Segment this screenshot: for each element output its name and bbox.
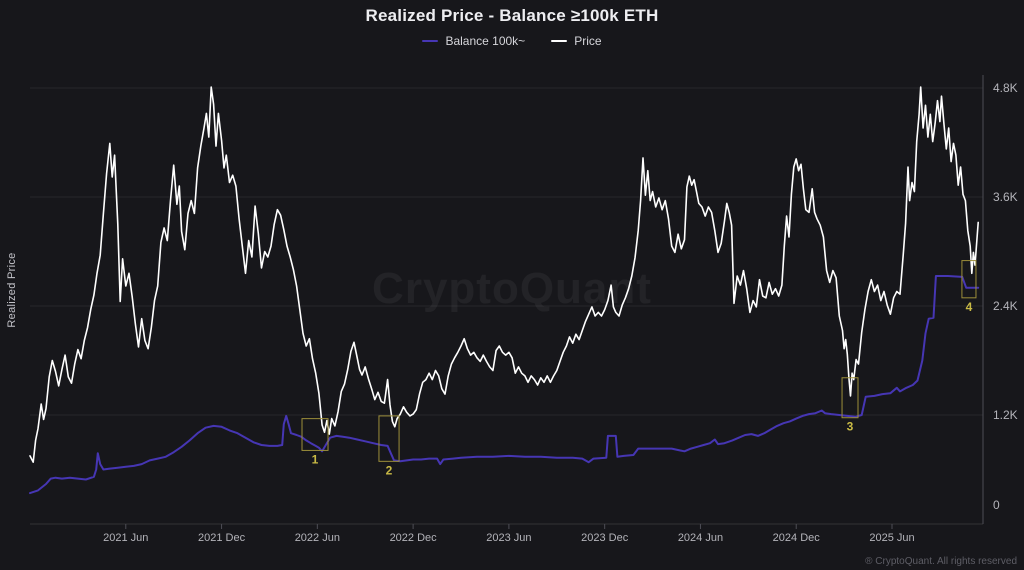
annotation-box-1: [301, 418, 329, 451]
x-tick-label: 2022 Dec: [390, 532, 438, 544]
y-axis-title: Realized Price: [6, 252, 18, 328]
legend-label-balance: Balance 100k~: [445, 34, 526, 48]
y-tick-label: 1.2K: [993, 408, 1018, 422]
legend-label-price: Price: [574, 34, 602, 48]
annotation-box-4: [961, 260, 977, 299]
y-tick-label: 4.8K: [993, 81, 1018, 95]
legend: Balance 100k~ Price: [0, 34, 1024, 48]
x-tick-label: 2022 Jun: [295, 532, 340, 544]
annotation-label-2: 2: [386, 463, 393, 477]
legend-item-balance-100k[interactable]: Balance 100k~: [422, 34, 525, 48]
x-tick-label: 2021 Jun: [103, 532, 148, 544]
annotation-box-2: [378, 415, 400, 462]
y-tick-label: 2.4K: [993, 299, 1018, 313]
annotation-label-3: 3: [847, 420, 854, 434]
legend-swatch-balance-icon: [422, 40, 439, 42]
annotation-box-3: [841, 377, 859, 419]
annotation-label-4: 4: [966, 300, 973, 314]
x-tick-label: 2024 Jun: [678, 532, 723, 544]
annotation-label-1: 1: [312, 452, 319, 466]
x-tick-label: 2024 Dec: [773, 532, 821, 544]
legend-swatch-price-icon: [551, 40, 568, 42]
y-tick-label: 0: [993, 498, 1000, 512]
x-tick-label: 2023 Jun: [486, 532, 531, 544]
x-tick-label: 2025 Jun: [869, 532, 914, 544]
y-tick-label: 3.6K: [993, 190, 1018, 204]
x-tick-label: 2023 Dec: [581, 532, 629, 544]
page-title: Realized Price - Balance ≥100k ETH: [365, 6, 659, 25]
series-line-balance-100k: [29, 275, 980, 495]
series-line-price: [29, 86, 980, 464]
legend-item-price[interactable]: Price: [551, 34, 602, 48]
copyright-text: ® CryptoQuant. All rights reserved: [865, 556, 1017, 567]
x-tick-label: 2021 Dec: [198, 532, 246, 544]
